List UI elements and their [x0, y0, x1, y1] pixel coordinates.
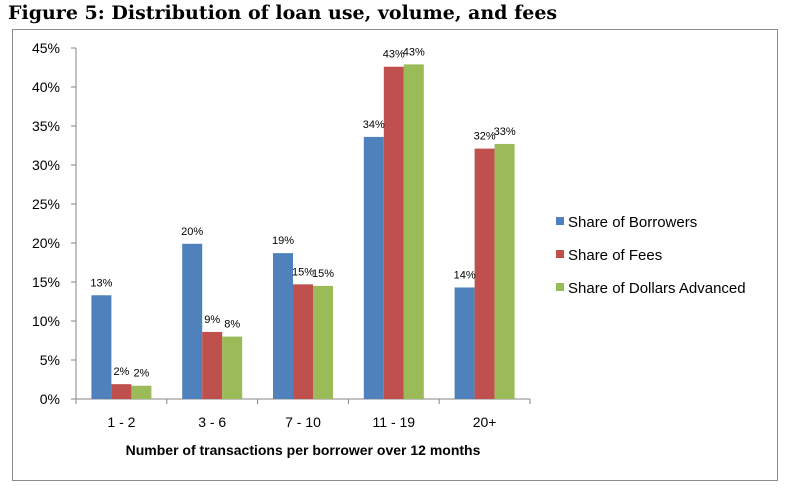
bar-data-label: 2%: [113, 366, 129, 378]
bar-data-label: 33%: [494, 126, 516, 138]
legend-swatch: [556, 250, 564, 258]
bar: [403, 64, 424, 399]
legend-label: Share of Fees: [568, 247, 662, 264]
x-tick-label: 20+: [473, 414, 497, 430]
x-tick-label: 7 - 10: [285, 414, 321, 430]
y-tick-label: 25%: [32, 196, 60, 212]
y-tick-label: 10%: [32, 313, 60, 329]
bar-data-label: 8%: [224, 319, 240, 331]
legend-swatch: [556, 283, 564, 291]
bar-data-label: 20%: [181, 226, 203, 238]
legend: Share of Borrowers Share of Fees Share of …: [556, 214, 746, 297]
bar: [111, 384, 132, 399]
y-tick-label: 5%: [40, 352, 60, 368]
bar: [383, 66, 404, 399]
legend-swatch: [556, 217, 564, 225]
bars-group: [91, 64, 515, 400]
y-tick-label: 15%: [32, 274, 60, 290]
bar: [494, 143, 515, 399]
data-labels-group: 13% 20% 19% 34% 14% 2% 9% 15% 43% 32% 2% 8% 15% 43% 33…: [90, 46, 515, 379]
y-tick-label: 35%: [32, 118, 60, 134]
y-axis: 0% 5% 10% 15% 20% 25% 30% 35% 40% 45%: [32, 40, 77, 407]
x-tick-label: 3 - 6: [198, 414, 226, 430]
bar: [474, 148, 495, 399]
bar-data-label: 13%: [90, 277, 112, 289]
bar: [222, 336, 243, 399]
bar-data-label: 15%: [292, 266, 314, 278]
bar-data-label: 9%: [204, 314, 220, 326]
legend-label: Share of Dollars Advanced: [568, 280, 746, 297]
x-tick-label: 11 - 19: [373, 414, 416, 430]
bar-data-label: 19%: [272, 235, 294, 247]
y-tick-label: 30%: [32, 157, 60, 173]
y-tick-label: 0%: [40, 391, 60, 407]
x-axis: 1 - 2 3 - 6 7 - 10 11 - 19 20+: [75, 398, 531, 430]
x-axis-title: Number of transactions per borrower over…: [126, 442, 481, 458]
bar: [293, 284, 313, 399]
bar: [313, 285, 333, 399]
bar-data-label: 14%: [454, 269, 476, 281]
y-tick-label: 40%: [32, 79, 60, 95]
x-tick-label: 1 - 2: [107, 414, 135, 430]
legend-label: Share of Borrowers: [568, 214, 697, 231]
y-tick-label: 20%: [32, 235, 60, 251]
bar-data-label: 43%: [383, 49, 405, 61]
y-tick-label: 45%: [32, 40, 60, 56]
bar-data-label: 32%: [474, 131, 496, 143]
bar-data-label: 34%: [363, 119, 385, 131]
bar-data-label: 43%: [403, 46, 425, 58]
bar: [202, 331, 223, 399]
bar-data-label: 2%: [133, 368, 149, 380]
bar: [363, 136, 384, 400]
bar: [454, 287, 475, 399]
bar: [182, 243, 203, 399]
bar: [273, 253, 293, 399]
bar: [91, 295, 112, 399]
bar: [131, 385, 152, 399]
bar-data-label: 15%: [312, 268, 334, 280]
figure-title: Figure 5: Distribution of loan use, volu…: [8, 2, 558, 24]
